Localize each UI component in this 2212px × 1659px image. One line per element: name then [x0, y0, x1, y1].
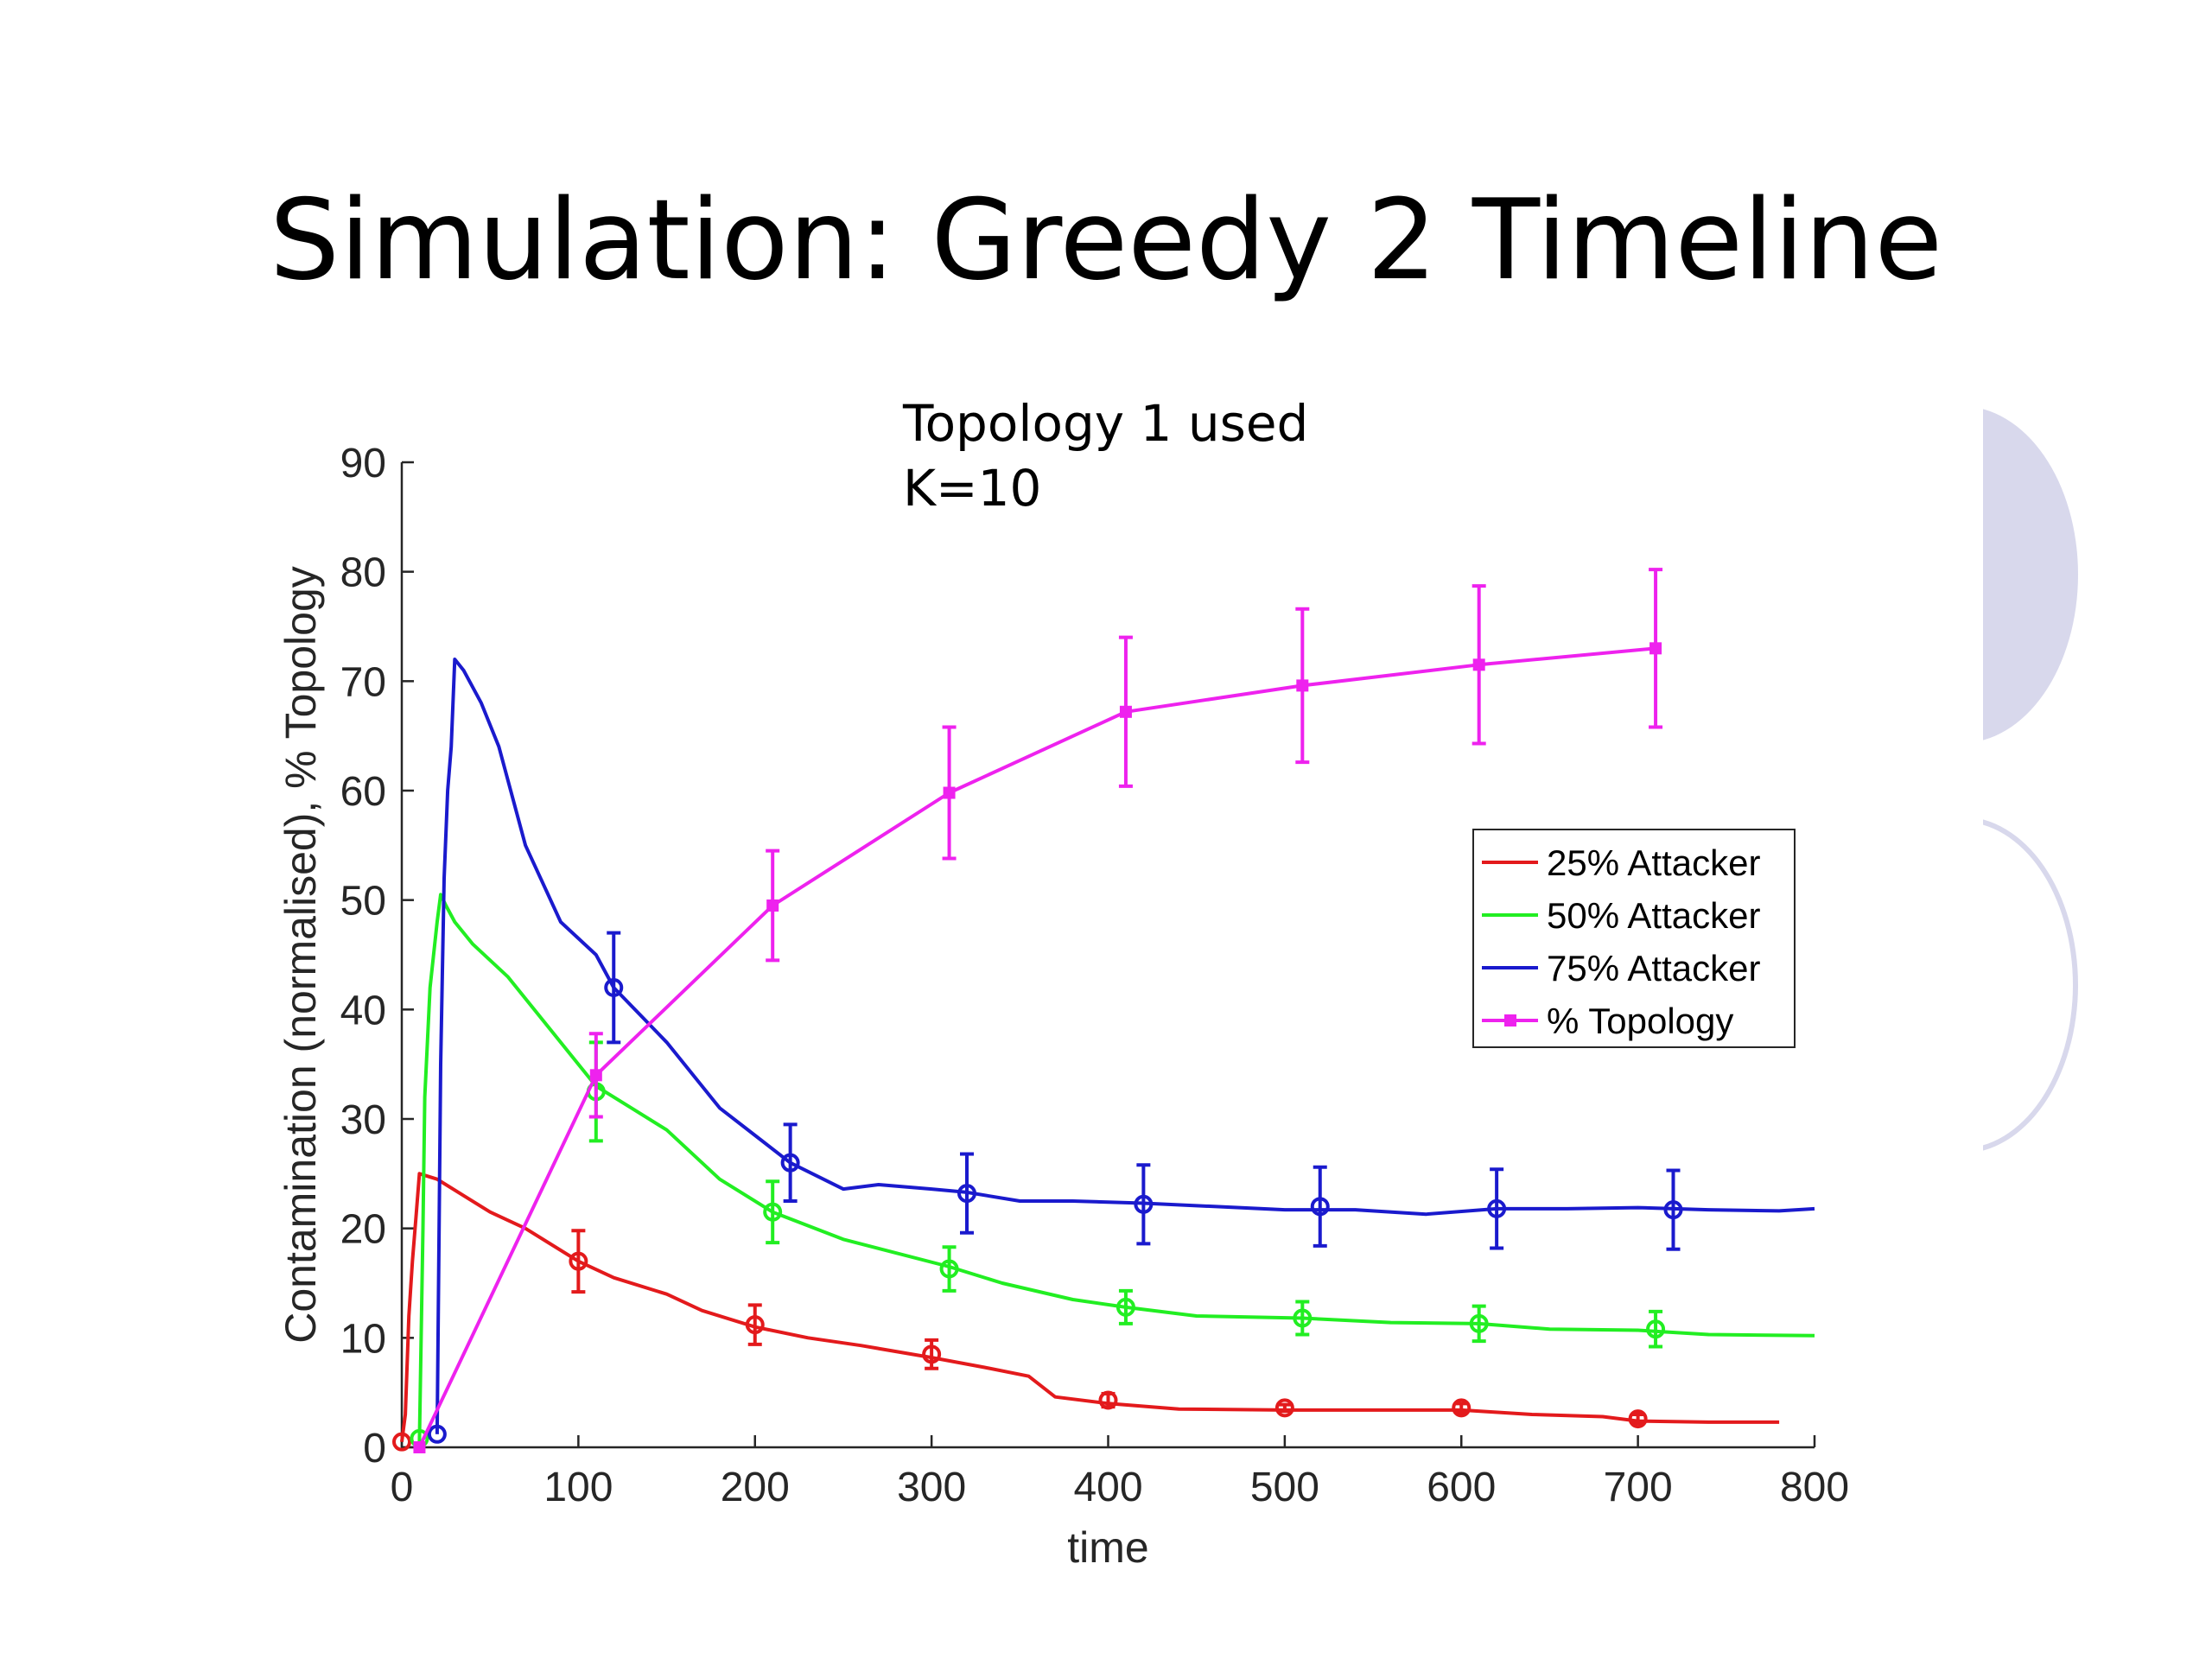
data-point — [763, 1202, 783, 1222]
data-point — [1487, 1198, 1507, 1218]
data-point — [604, 978, 624, 997]
data-point — [1116, 1297, 1135, 1317]
series-0 — [392, 1172, 1780, 1452]
data-point — [1663, 1200, 1683, 1220]
series-3 — [413, 568, 1663, 1453]
data-point — [1296, 679, 1309, 692]
y-tick-label: 80 — [340, 550, 386, 596]
x-tick-label: 800 — [1780, 1465, 1849, 1510]
y-tick-label: 70 — [340, 659, 386, 705]
data-point — [1310, 1197, 1330, 1217]
data-point — [1134, 1194, 1154, 1214]
series-line — [417, 646, 1656, 1448]
series-line — [400, 1172, 1780, 1442]
legend-marker — [1504, 1014, 1516, 1027]
y-tick-label: 10 — [340, 1316, 386, 1362]
data-point — [780, 1153, 800, 1173]
data-point — [1649, 642, 1662, 655]
annotation-line-k: K=10 — [903, 459, 1041, 518]
data-point — [1452, 1398, 1471, 1418]
y-tick-label: 20 — [340, 1207, 386, 1253]
data-point — [427, 1424, 447, 1444]
data-point — [766, 899, 779, 912]
data-point — [943, 786, 956, 799]
data-point — [1274, 1398, 1294, 1418]
legend-box — [1472, 829, 1796, 1048]
y-tick-label: 30 — [340, 1097, 386, 1143]
x-tick-label: 0 — [391, 1465, 414, 1510]
data-point — [957, 1184, 976, 1204]
x-tick-label: 700 — [1604, 1465, 1673, 1510]
y-tick-label: 0 — [363, 1426, 386, 1471]
x-tick-label: 200 — [721, 1465, 790, 1510]
y-tick-label: 50 — [340, 879, 386, 925]
data-point — [1646, 1319, 1666, 1339]
data-point — [922, 1344, 942, 1364]
x-axis-title: time — [1067, 1523, 1148, 1572]
annotation-line-topology: Topology 1 used — [902, 394, 1308, 453]
y-axis-title: Contamination (normalised), % Topology — [276, 566, 325, 1344]
data-point — [1293, 1308, 1313, 1328]
legend-label: 75% Attacker — [1547, 948, 1760, 988]
legend-label: % Topology — [1547, 1001, 1733, 1041]
data-point — [1469, 1313, 1489, 1333]
x-tick-label: 100 — [543, 1465, 613, 1510]
data-point — [1628, 1409, 1648, 1429]
data-point — [589, 1069, 602, 1082]
x-tick-label: 500 — [1250, 1465, 1319, 1510]
series-layer — [392, 568, 1815, 1453]
series-line — [417, 893, 1815, 1442]
legend: 25% Attacker 50% Attacker 75% Attacker % To… — [1472, 829, 1796, 1048]
chart-annotation: Topology 1 used K=10 — [902, 394, 1308, 518]
x-tick-label: 300 — [897, 1465, 966, 1510]
series-line — [435, 658, 1815, 1434]
y-tick-label: 60 — [340, 769, 386, 815]
y-tick-label: 40 — [340, 988, 386, 1033]
axes: 0 100 200 300 400 500 600 700 800 0 10 20 30 40 50 60 70… — [340, 441, 1849, 1510]
legend-label: 25% Attacker — [1547, 842, 1760, 883]
data-point — [1472, 658, 1485, 671]
data-point — [939, 1259, 959, 1279]
decorative-mask — [1719, 389, 1983, 1184]
x-tick-label: 400 — [1073, 1465, 1142, 1510]
y-tick-label: 90 — [340, 441, 386, 486]
series-2 — [427, 658, 1815, 1444]
x-tick-label: 600 — [1427, 1465, 1496, 1510]
data-point — [1098, 1390, 1118, 1410]
data-point — [569, 1251, 588, 1271]
data-point — [392, 1432, 411, 1452]
data-point — [413, 1441, 426, 1453]
data-point — [1119, 705, 1132, 718]
slide-title: Simulation: Greedy 2 Timeline — [269, 176, 1943, 305]
legend-label: 50% Attacker — [1547, 895, 1760, 936]
data-point — [745, 1315, 765, 1335]
